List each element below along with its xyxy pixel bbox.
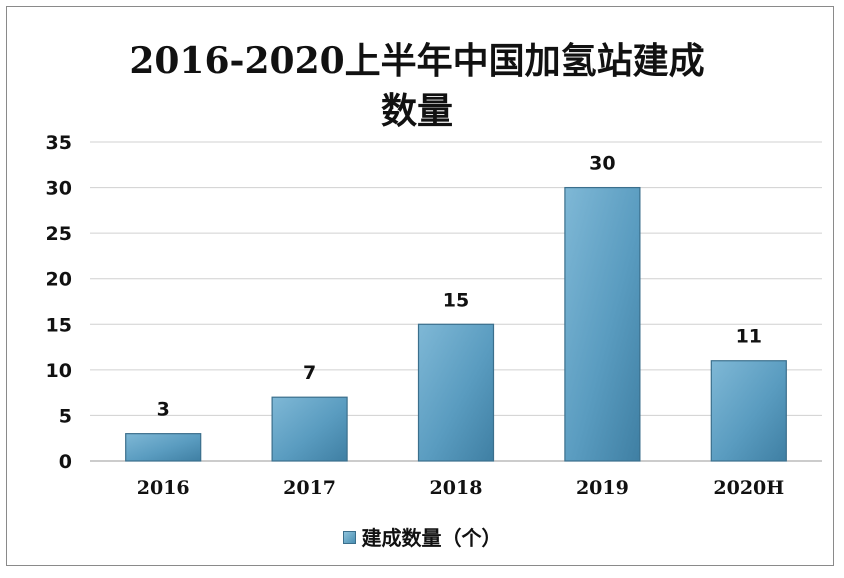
- y-tick-label-20: 20: [46, 269, 72, 291]
- data-labels: 3 7 15 30 11: [157, 153, 762, 421]
- x-tick-label-2016: 2016: [137, 477, 190, 499]
- data-label-2019: 30: [589, 153, 615, 175]
- chart-title: 2016-2020上半年中国加氢站建成 数量: [0, 36, 844, 136]
- y-tick-label-30: 30: [46, 178, 72, 200]
- data-label-2020H: 11: [736, 326, 762, 348]
- chart-title-line-1: 2016-2020上半年中国加氢站建成: [129, 40, 705, 82]
- x-tick-label-2017: 2017: [283, 477, 336, 499]
- legend: 建成数量（个）: [0, 522, 844, 551]
- data-label-2016: 3: [157, 399, 170, 421]
- bar-2019: [564, 186, 641, 462]
- bar-2018: [417, 323, 495, 462]
- y-tick-label-5: 5: [59, 405, 72, 427]
- legend-swatch: [342, 531, 356, 544]
- bar-2016: [125, 433, 202, 462]
- x-tick-label-2018: 2018: [430, 477, 483, 499]
- chart-frame: [6, 6, 834, 566]
- data-label-2017: 7: [303, 362, 316, 384]
- y-tick-label-15: 15: [46, 314, 72, 336]
- x-axis-tick-labels: 2016 2017 2018 2019 2020H: [137, 477, 785, 499]
- y-tick-label-10: 10: [46, 360, 72, 382]
- y-axis-tick-labels: 0 5 10 15 20 25 30 35: [46, 132, 72, 473]
- y-tick-label-25: 25: [46, 223, 72, 245]
- bars: [125, 186, 787, 462]
- legend-label: 建成数量（个）: [361, 526, 502, 550]
- chart-title-line-2: 数量: [380, 90, 453, 132]
- data-label-2018: 15: [443, 289, 469, 311]
- bar-2017: [271, 396, 348, 462]
- y-tick-label-0: 0: [59, 451, 72, 473]
- bar-2020H: [710, 360, 787, 462]
- x-tick-label-2019: 2019: [576, 477, 629, 499]
- x-tick-label-2020H: 2020H: [713, 477, 784, 499]
- y-tick-label-35: 35: [46, 132, 72, 154]
